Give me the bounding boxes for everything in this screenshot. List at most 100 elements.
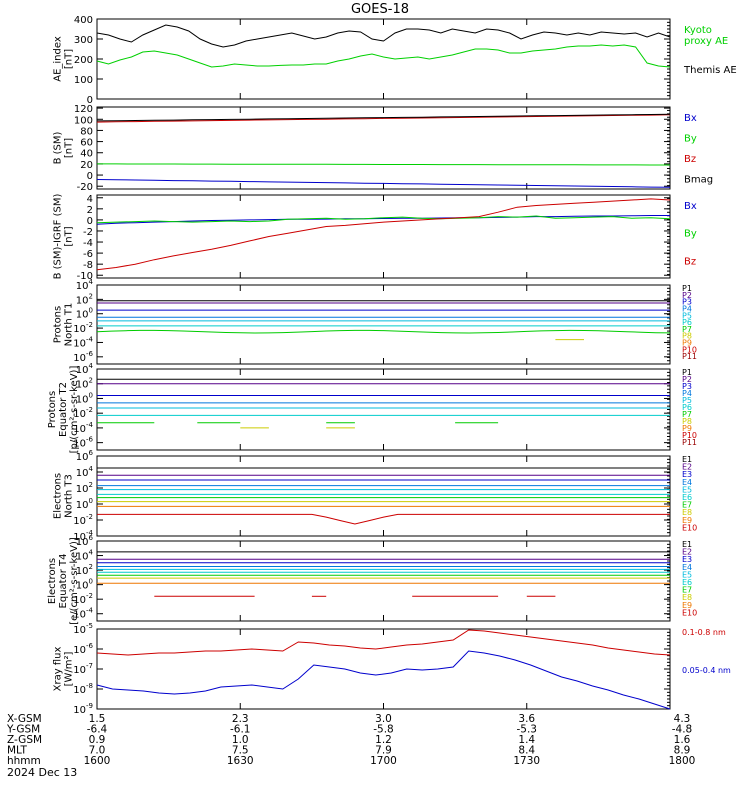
legend-entry: P3 xyxy=(682,298,692,307)
series-line-00504nm xyxy=(96,650,671,710)
y-axis-label: [nT] xyxy=(64,226,75,246)
panel-frame xyxy=(96,106,671,190)
y-tick-label: 104 xyxy=(76,465,94,479)
legend-entry: E6 xyxy=(682,578,692,587)
legend-entry: Bz xyxy=(684,154,696,165)
legend-entry: E8 xyxy=(682,508,692,517)
legend-entry: P4 xyxy=(682,304,692,313)
y-axis-label: [p/(cm²-s-sr-keV)] xyxy=(69,366,80,454)
series-line-by xyxy=(96,215,671,224)
footer-value: 1700 xyxy=(370,755,397,767)
y-tick-label: 400 xyxy=(74,15,93,26)
y-tick-label: 102 xyxy=(76,481,93,495)
series-line-0108nm xyxy=(96,629,671,656)
footer-value: 1.0 xyxy=(232,734,249,746)
series-line-bz xyxy=(96,198,671,271)
legend-entry: E10 xyxy=(682,523,697,532)
y-tick-label: 300 xyxy=(74,35,93,46)
footer-value: -6.4 xyxy=(87,724,108,736)
y-axis-label: Xray flux xyxy=(53,647,64,692)
date-label: 2024 Dec 13 xyxy=(7,766,77,779)
footer-value: 1.6 xyxy=(674,734,691,746)
series-line-kyotoproxyae xyxy=(96,44,671,68)
y-tick-label: 100 xyxy=(74,75,93,86)
footer-value: 8.9 xyxy=(674,745,691,757)
footer-value: 8.4 xyxy=(518,745,535,757)
legend-entry: E7 xyxy=(682,586,692,595)
legend-entry: Bx xyxy=(684,201,697,212)
legend-entry: proxy AE xyxy=(684,36,728,47)
y-tick-label: 2 xyxy=(87,205,93,216)
legend-entry: Bz xyxy=(684,256,696,267)
legend-entry: P9 xyxy=(682,339,692,348)
y-tick-label: 10-2 xyxy=(73,513,93,527)
y-tick-label: 106 xyxy=(76,449,94,463)
legend-entry: P6 xyxy=(682,318,692,327)
legend-entry: P3 xyxy=(682,382,692,391)
series-line-bz xyxy=(96,114,671,123)
y-tick-label: 0 xyxy=(87,171,93,182)
panel-frame xyxy=(96,194,671,279)
legend-entry: 0.1-0.8 nm xyxy=(682,628,726,637)
legend-entry: Bmag xyxy=(684,175,713,186)
legend-entry: P4 xyxy=(682,389,692,398)
footer-value: -5.8 xyxy=(373,724,394,736)
footer-row-label: Y-GSM xyxy=(6,724,40,736)
y-tick-label: 100 xyxy=(76,307,93,321)
series-line-bx xyxy=(96,179,671,188)
panel-frame xyxy=(96,540,671,622)
legend-entry: E2 xyxy=(682,548,692,557)
y-axis-label: [W/m²] xyxy=(64,651,75,686)
legend-entry: By xyxy=(684,229,697,240)
legend-entry: E9 xyxy=(682,516,692,525)
footer-value: 1.2 xyxy=(375,734,392,746)
series-line-bx xyxy=(96,215,670,225)
panel-2: -10-8-6-4-2024 B (SM)-IGRF (SM) [nT] Bx By Bz xyxy=(53,194,697,283)
series-line-e10 xyxy=(97,513,670,525)
y-tick-label: 10-6 xyxy=(73,642,93,656)
legend-entry: E8 xyxy=(682,593,692,602)
legend-entry: 0.05-0.4 nm xyxy=(682,666,731,675)
y-tick-label: 10-8 xyxy=(73,682,93,696)
y-tick-label: 100 xyxy=(76,497,93,511)
legend-entry: P6 xyxy=(682,403,692,412)
y-tick-label: 4 xyxy=(87,194,93,205)
legend-entry: E4 xyxy=(682,563,692,572)
legend-entry: By xyxy=(684,134,697,145)
y-tick-label: -4 xyxy=(83,238,93,249)
y-tick-label: -10 xyxy=(77,271,93,282)
footer-value: 0.9 xyxy=(89,734,106,746)
footer-row-label: hhmm xyxy=(7,755,41,767)
legend-entry: P7 xyxy=(682,410,692,419)
y-axis-label: [nT] xyxy=(64,138,75,158)
legend-entry: E3 xyxy=(682,470,692,479)
y-axis-label: Protons xyxy=(47,391,58,428)
y-axis-label: Equator T4 xyxy=(58,554,69,609)
panel-frame xyxy=(96,18,671,100)
legend-entry: P2 xyxy=(682,375,692,384)
legend-entry: E2 xyxy=(682,463,692,472)
footer-value: 1600 xyxy=(84,755,111,767)
legend-entry: Kyoto xyxy=(684,25,712,36)
y-tick-label: 10-5 xyxy=(73,622,93,636)
footer-value: 1.4 xyxy=(518,734,535,746)
footer-value: -5.3 xyxy=(517,724,538,736)
legend-entry: E9 xyxy=(682,601,692,610)
panel-frame xyxy=(96,628,671,710)
legend-entry: P5 xyxy=(682,396,692,405)
footer-value: 7.5 xyxy=(232,745,249,757)
plot-title: GOES-18 xyxy=(351,2,409,17)
legend-entry: Themis AE xyxy=(683,65,737,76)
footer-value: 3.0 xyxy=(375,713,392,725)
legend-entry: P11 xyxy=(682,438,697,447)
legend-entry: P5 xyxy=(682,311,692,320)
panel-frame xyxy=(96,368,671,451)
legend-entry: P7 xyxy=(682,325,692,334)
y-axis-label: B (SM)-IGRF (SM) xyxy=(53,194,64,280)
y-axis-label: Equator T2 xyxy=(58,382,69,437)
legend-entry: P8 xyxy=(682,417,692,426)
footer-value: 4.3 xyxy=(674,713,691,725)
